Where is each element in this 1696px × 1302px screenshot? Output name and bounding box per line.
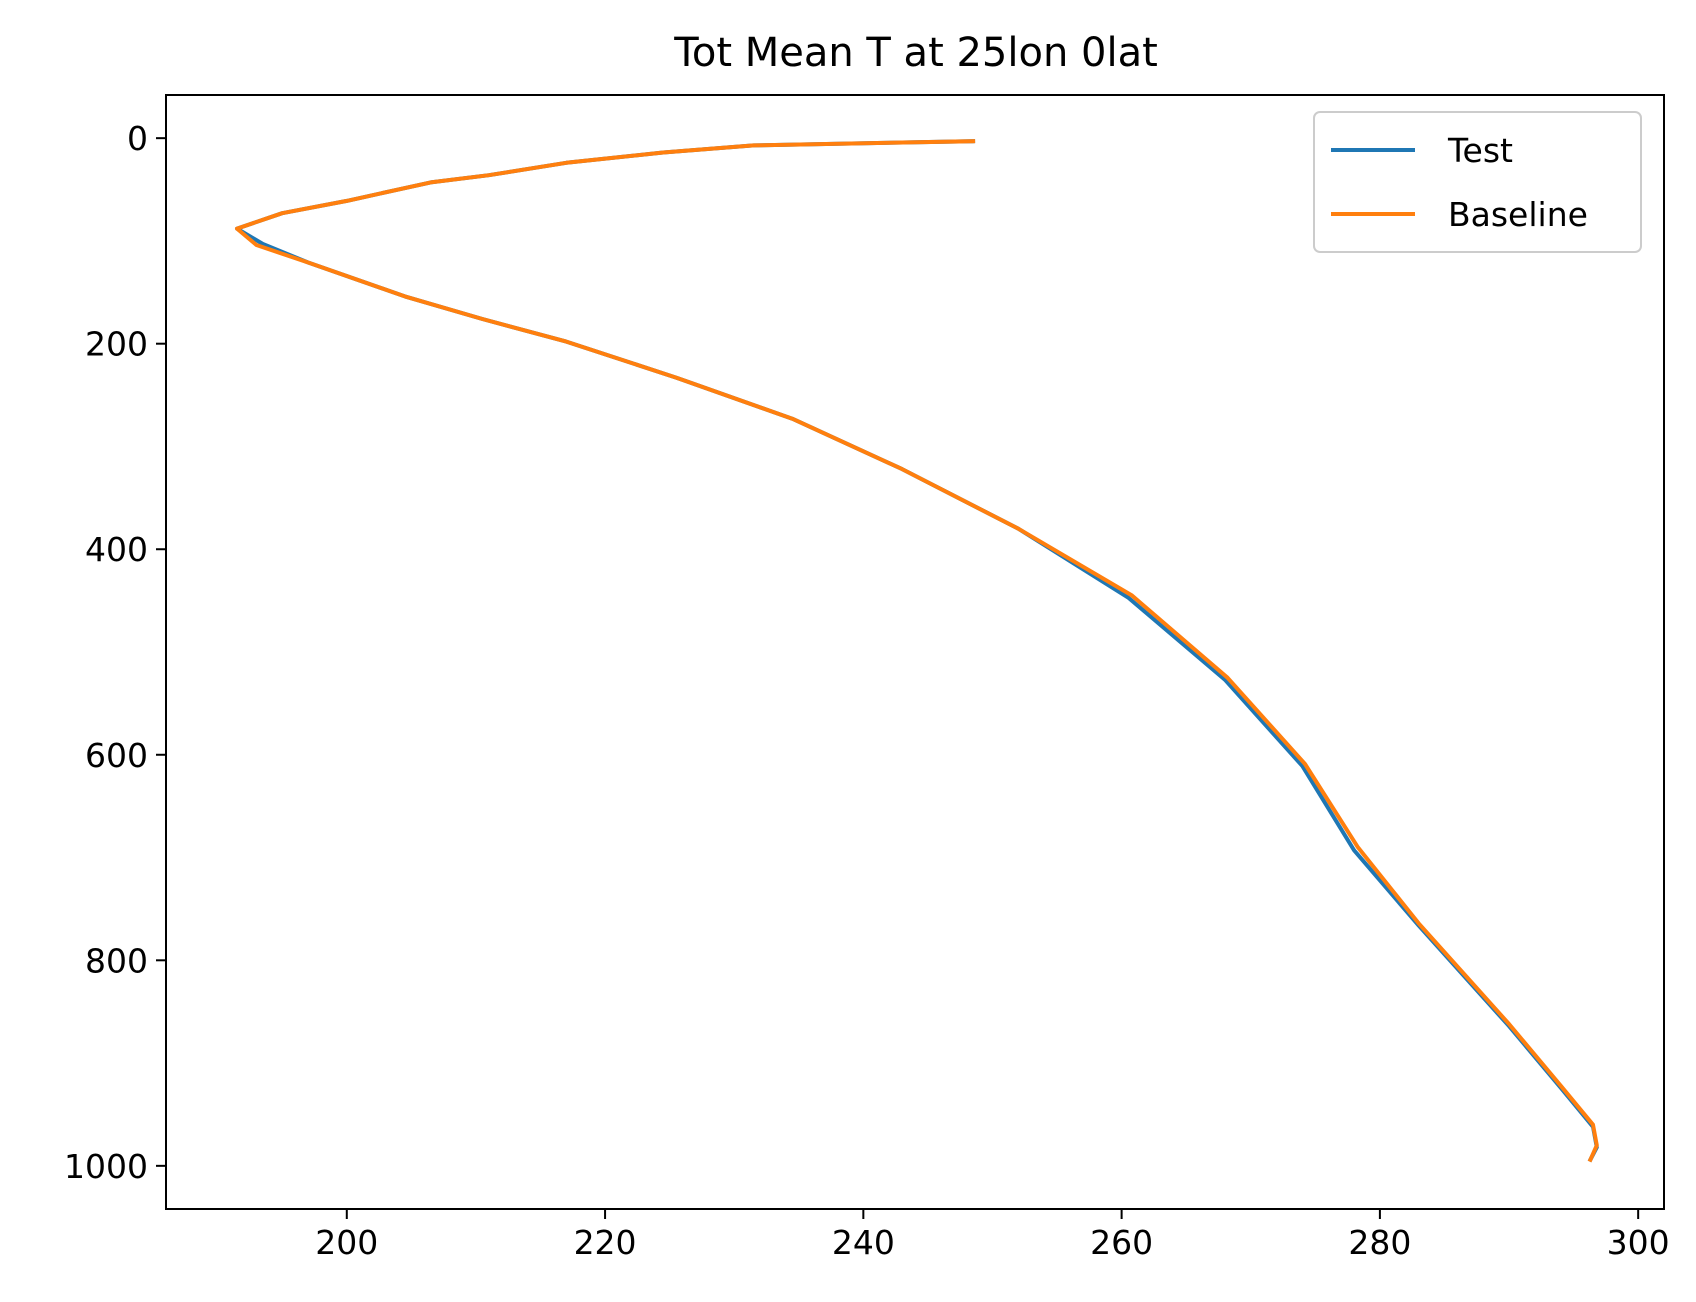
legend-label-test: Test (1447, 131, 1513, 170)
series-line-baseline (235, 139, 1599, 1163)
y-tick-label: 200 (85, 325, 148, 364)
legend: Test Baseline (1313, 111, 1642, 253)
legend-box (1313, 111, 1642, 253)
y-tick-label: 800 (85, 941, 148, 980)
y-tick-label: 600 (85, 736, 148, 775)
axes-background (166, 95, 1664, 1209)
x-tick-label: 240 (832, 1223, 895, 1262)
x-tick-label: 300 (1607, 1223, 1670, 1262)
x-tick-label: 220 (574, 1223, 637, 1262)
chart-title: Tot Mean T at 25lon 0lat (673, 30, 1158, 76)
series-layer (235, 139, 1599, 1163)
y-axis: 0 200 400 600 800 1000 (64, 119, 166, 1186)
plot-area (165, 94, 1665, 1210)
y-tick-label: 0 (127, 119, 148, 158)
x-tick-label: 200 (315, 1223, 378, 1262)
x-tick-label: 260 (1090, 1223, 1153, 1262)
legend-label-baseline: Baseline (1448, 195, 1588, 234)
x-tick-label: 280 (1348, 1223, 1411, 1262)
axes-frame (165, 94, 1665, 1210)
y-tick-label: 400 (85, 530, 148, 569)
y-tick-label: 1000 (64, 1147, 148, 1186)
x-axis: 200 220 240 260 280 300 (315, 1209, 1670, 1262)
